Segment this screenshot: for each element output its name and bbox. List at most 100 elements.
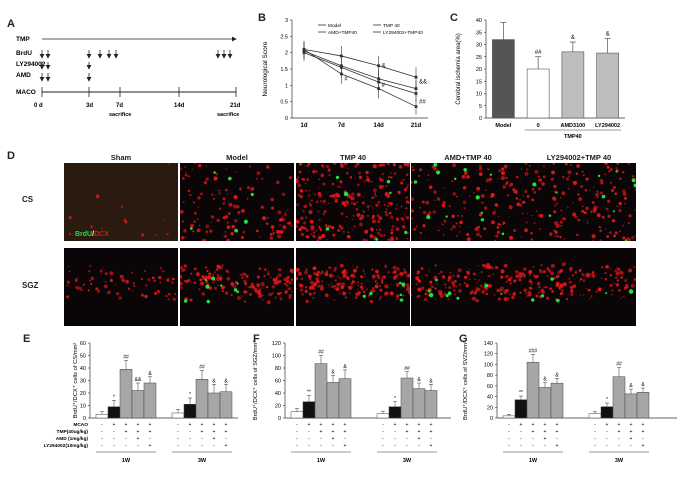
dcx-signal [362,195,364,198]
significance-mark: & [543,377,547,383]
dcx-signal [526,194,530,198]
dcx-signal [298,227,303,232]
dcx-signal [193,267,197,271]
ischemia-area-chart: 0 5 10 15 20 25 30 35 40 Cerebral ischemia area(%… [456,18,625,140]
treatment-symbol: - [520,443,522,449]
dcx-signal [206,269,209,273]
dcx-signal [582,279,586,282]
dcx-signal [524,171,529,176]
significance-mark: & [331,370,335,376]
dcx-signal [332,233,336,237]
treatment-symbol: + [125,429,128,435]
dcx-signal [300,232,305,237]
dcx-signal [548,232,553,237]
row-head-cs: CS [22,195,34,204]
dcx-signal [504,276,507,278]
dcx-signal [419,168,423,172]
dcx-signal [89,264,92,267]
dcx-signal [271,206,275,210]
dcx-signal [372,207,374,209]
treatment-symbol: - [532,443,534,449]
treatment-symbol: + [344,443,347,449]
micrograph-background [64,248,178,326]
dcx-signal [271,284,276,289]
dcx-signal [515,197,518,200]
dcx-signal [623,196,628,200]
treatment-symbol: - [101,429,103,435]
dcx-signal [450,228,453,231]
dcx-signal [356,213,361,217]
significance-mark: ** [307,390,311,396]
dcx-signal [592,239,594,241]
dcx-signal [345,215,348,218]
dcx-signal [403,270,407,275]
dcx-signal [572,180,577,185]
dcx-signal [201,238,205,241]
dcx-signal [227,212,231,215]
dcx-signal [328,284,330,286]
dcx-signal [565,177,570,181]
dcx-signal [337,228,341,232]
dcx-signal [359,217,363,221]
dcx-signal [342,291,347,296]
dcx-signal [257,289,259,292]
y-tick-label: 3 [285,18,288,24]
dcx-signal [531,187,535,191]
dcx-signal [305,268,308,271]
dcx-signal [608,170,611,173]
dcx-signal [535,294,539,298]
treatment-symbol: - [406,443,408,449]
dcx-signal [524,228,528,233]
treatment-symbol: - [101,443,103,449]
dcx-signal [325,164,330,169]
brdu-signal [335,175,340,180]
dcx-signal [246,186,250,190]
dcx-signal [369,234,374,238]
significance-mark: & [417,377,421,383]
dcx-signal [354,295,358,300]
treatment-symbol: - [618,443,620,449]
dcx-signal [303,204,308,209]
treatment-symbol: + [201,422,204,428]
significance-mark: # [344,76,348,82]
panel-label-g: G [459,333,468,345]
timeline-day-14: 14d [174,103,185,109]
dcx-signal [66,284,69,287]
dcx-signal [405,196,408,199]
dcx-signal [559,288,561,291]
dcx-signal [515,274,519,278]
brdu-signal [211,276,216,281]
dcx-signal [88,270,91,273]
dcx-signal [147,278,151,282]
dcx-signal [515,270,519,274]
dcx-signal [298,170,302,174]
dcx-signal [405,163,410,166]
dcx-signal [538,269,542,272]
dcx-signal [225,269,229,273]
dcx-signal [602,166,604,168]
dcx-signal [590,273,593,276]
dcx-signal [380,281,384,284]
dcx-signal [156,290,160,293]
significance-mark: ** [519,390,523,396]
micrograph-sgz-0 [64,248,178,326]
dcx-signal [168,293,171,296]
dcx-signal [201,292,206,296]
dcx-signal [390,231,394,235]
dcx-signal [163,219,165,221]
dcx-signal [187,189,191,193]
dcx-signal [268,292,273,297]
treatment-symbol: - [630,443,632,449]
dcx-signal [545,296,550,300]
dcx-signal [373,219,377,223]
dcx-signal [288,296,291,300]
dcx-signal [309,203,312,207]
dcx-signal [416,295,420,299]
brdu-signal [463,167,467,172]
dcx-signal [513,228,517,233]
dcx-signal [413,227,417,231]
dcx-signal [533,222,536,225]
dcx-signal [262,216,266,220]
dcx-signal [333,163,337,165]
treatment-symbol: + [137,422,140,428]
